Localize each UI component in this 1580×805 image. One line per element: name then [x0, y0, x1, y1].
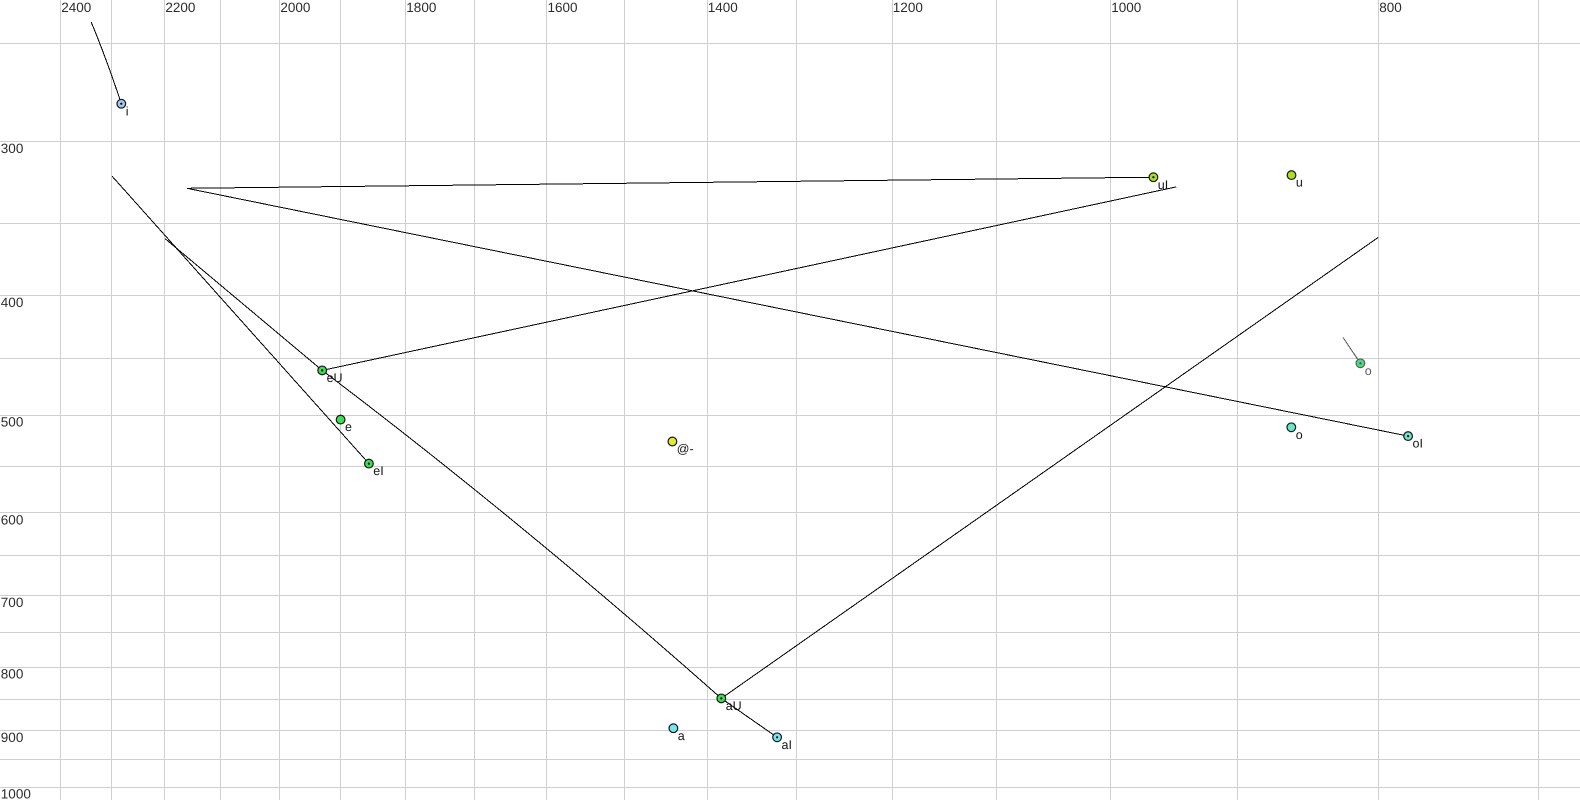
svg-text:a: a — [678, 729, 685, 743]
svg-text:700: 700 — [1, 595, 24, 610]
svg-text:900: 900 — [1, 730, 24, 745]
svg-text:800: 800 — [1379, 0, 1402, 15]
svg-text:o: o — [1296, 428, 1303, 442]
svg-text:e: e — [345, 420, 352, 434]
svg-text:o: o — [1365, 364, 1372, 378]
svg-text:aI: aI — [782, 738, 792, 752]
svg-text:u: u — [1296, 176, 1303, 190]
svg-text:oI: oI — [1413, 437, 1423, 451]
svg-text:1000: 1000 — [1, 787, 31, 800]
svg-text:1800: 1800 — [406, 0, 436, 15]
svg-text:500: 500 — [1, 415, 24, 430]
svg-text:1400: 1400 — [708, 0, 738, 15]
svg-text:i: i — [126, 104, 129, 118]
svg-text:2400: 2400 — [61, 0, 91, 15]
svg-text:eI: eI — [373, 464, 383, 478]
svg-text:2000: 2000 — [280, 0, 310, 15]
svg-text:1600: 1600 — [548, 0, 578, 15]
svg-text:uI: uI — [1158, 178, 1168, 192]
svg-text:2200: 2200 — [165, 0, 195, 15]
svg-text:400: 400 — [1, 295, 24, 310]
svg-text:1000: 1000 — [1111, 0, 1141, 15]
svg-text:300: 300 — [1, 141, 24, 156]
svg-text:1200: 1200 — [893, 0, 923, 15]
svg-text:@-: @- — [677, 442, 694, 456]
svg-text:eU: eU — [327, 371, 343, 385]
svg-text:aU: aU — [726, 699, 742, 713]
svg-text:600: 600 — [1, 512, 24, 527]
svg-text:800: 800 — [1, 667, 24, 682]
